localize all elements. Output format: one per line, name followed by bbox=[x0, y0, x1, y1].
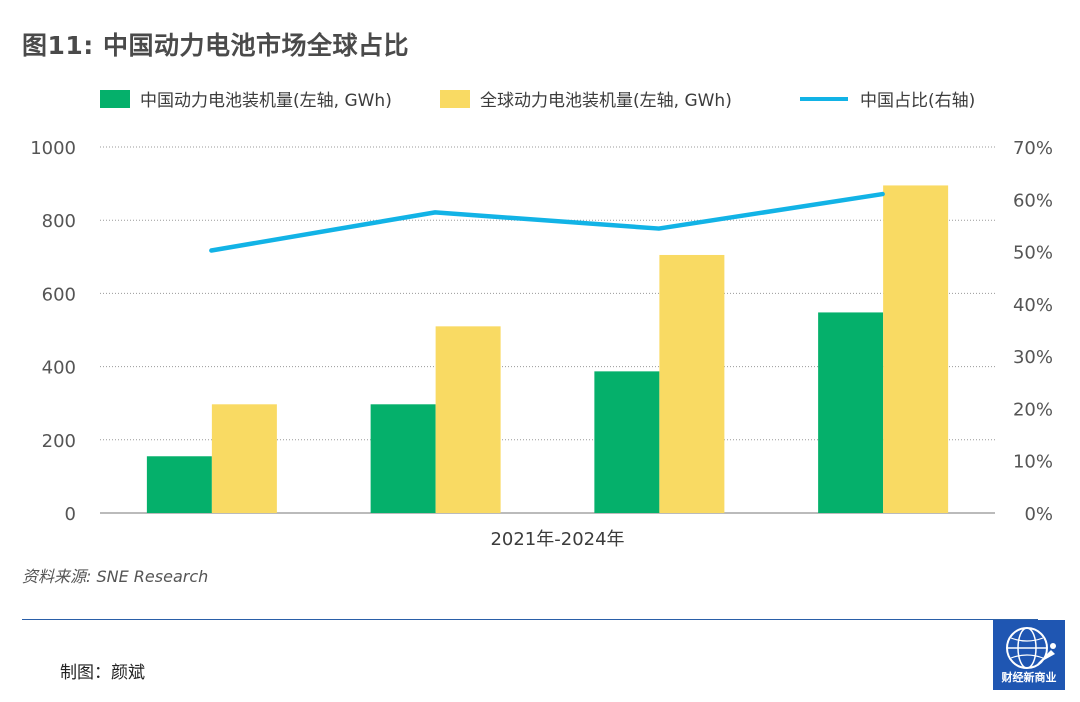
bar-china-installed bbox=[146, 456, 212, 513]
x-axis-label: 2021年-2024年 bbox=[490, 529, 624, 550]
source-note: 资料来源: SNE Research bbox=[22, 567, 209, 586]
y-right-tick-label: 30% bbox=[1013, 347, 1053, 368]
y-left-tick-label: 600 bbox=[42, 284, 76, 305]
bar-china-installed bbox=[818, 312, 884, 513]
y-right-tick-label: 60% bbox=[1013, 190, 1053, 211]
legend-item-share: 中国占比(右轴) bbox=[800, 86, 975, 111]
china-share-line bbox=[209, 191, 885, 253]
y-left-tick-label: 400 bbox=[42, 358, 76, 379]
y-left-tick-label: 800 bbox=[42, 211, 76, 232]
bar-global-installed bbox=[659, 254, 725, 513]
y-right-tick-label: 40% bbox=[1013, 295, 1053, 316]
chart-legend: 中国动力电池装机量(左轴, GWh) 全球动力电池装机量(左轴, GWh) 中国… bbox=[100, 86, 1040, 111]
bar-china-installed bbox=[594, 371, 660, 513]
globe-icon bbox=[1006, 627, 1056, 669]
logo-text: 财经新商业 bbox=[1001, 671, 1057, 684]
y-right-tick-label: 50% bbox=[1013, 243, 1053, 264]
chart-credit: 制图：颜斌 bbox=[60, 663, 145, 683]
brand-logo: 财经新商业 bbox=[993, 620, 1065, 690]
legend-line-share bbox=[800, 96, 848, 101]
y-right-tick-label: 20% bbox=[1013, 399, 1053, 420]
bar-global-installed bbox=[883, 185, 949, 513]
legend-item-global: 全球动力电池装机量(左轴, GWh) bbox=[440, 86, 732, 111]
chart-title: 图11: 中国动力电池市场全球占比 bbox=[22, 31, 409, 60]
legend-swatch-china bbox=[100, 89, 130, 108]
y-left-tick-label: 200 bbox=[42, 431, 76, 452]
y-left-tick-label: 0 bbox=[65, 504, 76, 525]
y-right-tick-label: 10% bbox=[1013, 452, 1053, 473]
bar-china-installed bbox=[370, 404, 436, 513]
footer-divider bbox=[22, 619, 1038, 620]
bar-global-installed bbox=[435, 326, 501, 513]
bar-global-installed bbox=[211, 404, 277, 513]
legend-swatch-global bbox=[440, 89, 470, 108]
legend-label-share: 中国占比(右轴) bbox=[860, 91, 976, 111]
y-right-tick-label: 0% bbox=[1024, 504, 1053, 525]
legend-label-global: 全球动力电池装机量(左轴, GWh) bbox=[480, 91, 732, 111]
combo-chart: 0 200 400 600 800 1000 0% 10% 20% 30% 40% 50% 60% 70%… bbox=[30, 138, 1053, 550]
legend-item-china: 中国动力电池装机量(左轴, GWh) bbox=[100, 86, 392, 111]
y-left-tick-label: 1000 bbox=[30, 138, 76, 159]
legend-label-china: 中国动力电池装机量(左轴, GWh) bbox=[140, 91, 392, 111]
y-right-tick-label: 70% bbox=[1013, 138, 1053, 159]
